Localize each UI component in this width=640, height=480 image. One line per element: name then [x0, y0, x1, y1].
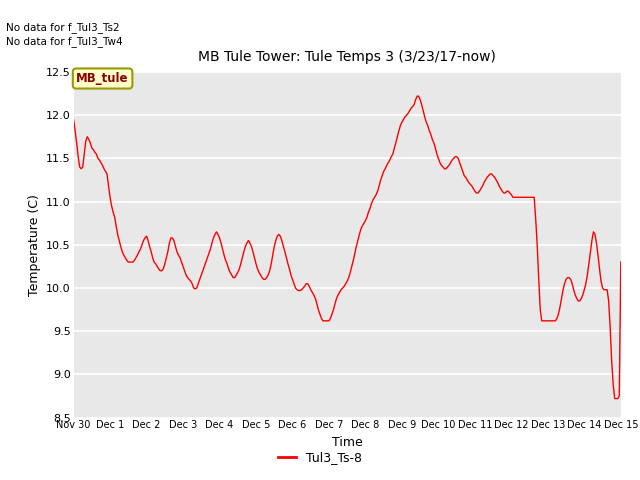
Title: MB Tule Tower: Tule Temps 3 (3/23/17-now): MB Tule Tower: Tule Temps 3 (3/23/17-now… [198, 50, 496, 64]
X-axis label: Time: Time [332, 436, 363, 449]
Text: No data for f_Tul3_Tw4: No data for f_Tul3_Tw4 [6, 36, 123, 47]
Legend: Tul3_Ts-8: Tul3_Ts-8 [273, 446, 367, 469]
Text: No data for f_Tul3_Ts2: No data for f_Tul3_Ts2 [6, 22, 120, 33]
Text: MB_tule: MB_tule [76, 72, 129, 85]
Y-axis label: Temperature (C): Temperature (C) [28, 194, 40, 296]
